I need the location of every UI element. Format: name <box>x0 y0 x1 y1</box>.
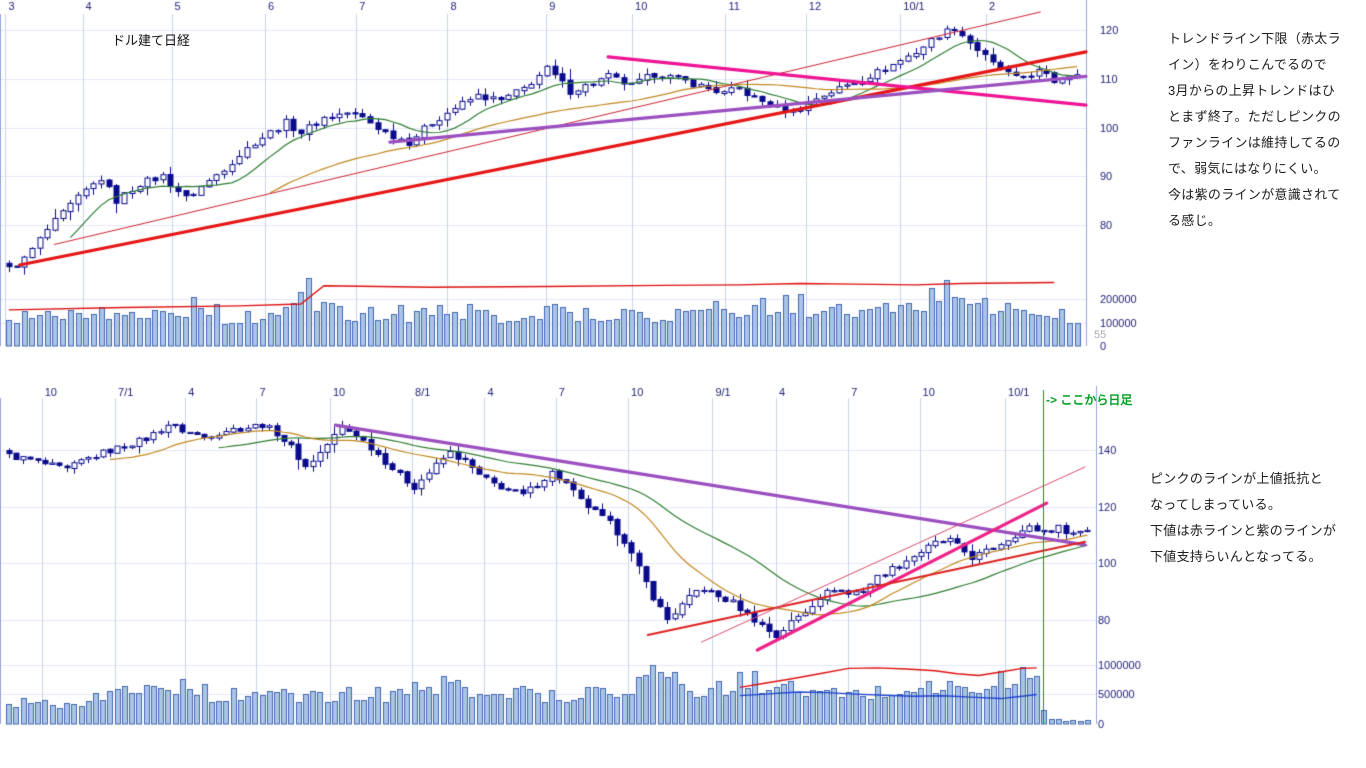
annotation-bottom: ピンクのラインが上値抵抗と なってしまっている。 下値は赤ラインと紫のラインが … <box>1150 471 1337 564</box>
daily-chart-canvas <box>0 386 1150 738</box>
daily-start-note: -> ここから日足 <box>1046 393 1133 407</box>
weekly-chart-canvas <box>0 0 1150 352</box>
bar-count-label: 55 <box>1094 329 1107 341</box>
annotation-top: トレンドライン下限（赤太ラ イン）をわりこんでるので 3月からの上昇トレンドはひ… <box>1168 31 1341 228</box>
chart-title: ドル建て日経 <box>112 33 191 48</box>
